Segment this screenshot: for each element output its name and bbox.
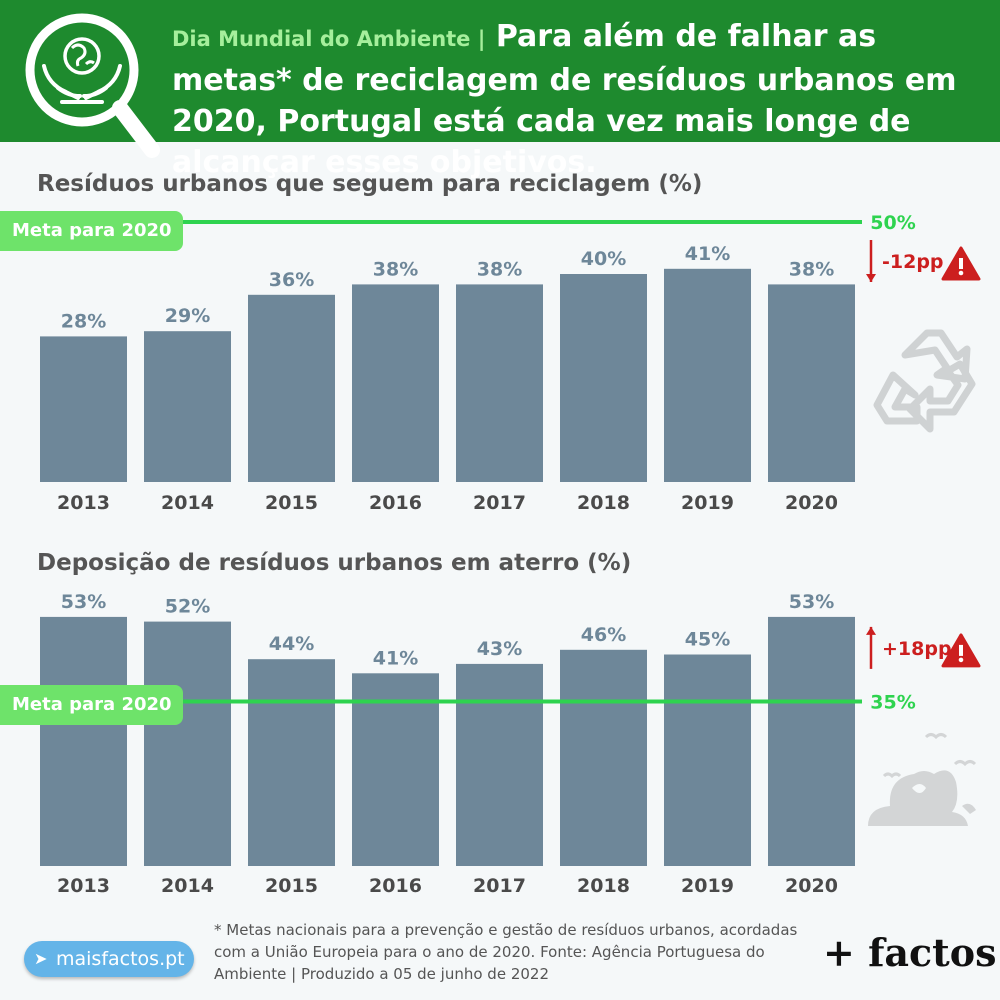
chart1-bar-2014 bbox=[144, 331, 231, 482]
chart2-value-label: 44% bbox=[269, 633, 314, 655]
chart2-bar-2017 bbox=[456, 663, 543, 866]
warning-exclamation-bar bbox=[959, 644, 963, 656]
header-headline: Para além de falhar as metas* de recicla… bbox=[172, 19, 957, 180]
chart1-category-label: 2019 bbox=[681, 492, 734, 514]
chart1-value-label: 36% bbox=[269, 269, 314, 291]
chart1-category-label: 2015 bbox=[265, 492, 318, 514]
landfill-icon bbox=[868, 733, 977, 826]
chart2-value-label: 45% bbox=[685, 629, 730, 651]
brand-logo: + factos bbox=[823, 930, 997, 975]
header: Dia Mundial do Ambiente | Para além de f… bbox=[0, 0, 1000, 180]
chart1-bar-2018 bbox=[560, 274, 647, 482]
chart1-value-label: 38% bbox=[477, 258, 522, 280]
chart2-category-label: 2014 bbox=[161, 875, 214, 897]
chart2-title: Deposição de resíduos urbanos em aterro … bbox=[37, 550, 632, 576]
chart1-value-label: 38% bbox=[373, 258, 418, 280]
chart2-bar-2019 bbox=[664, 654, 751, 866]
chart1-bar-2015 bbox=[248, 294, 335, 482]
chart2-category-label: 2017 bbox=[473, 875, 526, 897]
chart2-bar-2016 bbox=[352, 673, 439, 866]
chart2-bar-2014 bbox=[144, 621, 231, 866]
chart1-bar-2017 bbox=[456, 284, 543, 482]
chart2-bar-2018 bbox=[560, 649, 647, 866]
chart1-category-label: 2020 bbox=[785, 492, 838, 514]
chart1-gap-arrowhead bbox=[866, 274, 876, 282]
chart2-category-label: 2019 bbox=[681, 875, 734, 897]
chart2-value-label: 43% bbox=[477, 638, 522, 660]
chart1-value-label: 28% bbox=[61, 310, 106, 332]
warning-exclamation-dot bbox=[958, 270, 964, 276]
chart2-category-label: 2015 bbox=[265, 875, 318, 897]
warning-triangle-icon bbox=[941, 633, 981, 668]
chart2-bars: 53% 2013 52% 2014 44% 2015 41% 2016 43% 2017 46% 20… bbox=[40, 591, 981, 897]
footnote: * Metas nacionais para a prevenção e ges… bbox=[214, 921, 798, 983]
chart1-gap-label: -12pp bbox=[882, 251, 944, 273]
chart1-bar-2019 bbox=[664, 268, 751, 482]
chart1-value-label: 29% bbox=[165, 305, 210, 327]
chart2-value-label: 46% bbox=[581, 624, 626, 646]
warning-exclamation-bar bbox=[959, 258, 963, 269]
chart2-bar-2020 bbox=[768, 616, 855, 866]
chart2-value-label: 53% bbox=[61, 591, 106, 613]
chart2-bar-2013 bbox=[40, 616, 127, 866]
chart2-gap-label: +18pp bbox=[882, 638, 952, 660]
warning-triangle-icon bbox=[941, 246, 981, 281]
chart2-category-label: 2018 bbox=[577, 875, 630, 897]
chart2-bar-2015 bbox=[248, 659, 335, 866]
chart1-target-value: 50% bbox=[870, 212, 915, 234]
globe-in-hands-magnifier-icon bbox=[25, 13, 160, 158]
chart1-category-label: 2013 bbox=[57, 492, 110, 514]
chart1-category-label: 2016 bbox=[369, 492, 422, 514]
chart1-bar-2016 bbox=[352, 284, 439, 482]
chart1-category-label: 2014 bbox=[161, 492, 214, 514]
header-title: Dia Mundial do Ambiente | Para além de f… bbox=[172, 16, 987, 183]
chart2-target-value: 35% bbox=[870, 692, 915, 714]
site-link-label: maisfactos.pt bbox=[56, 948, 185, 970]
chart1-value-label: 41% bbox=[685, 243, 730, 265]
site-arrow-icon: ➤ bbox=[34, 949, 48, 968]
chart1-bar-2013 bbox=[40, 336, 127, 482]
chart1-target-label: Meta para 2020 bbox=[0, 211, 183, 251]
chart2-value-label: 41% bbox=[373, 647, 418, 669]
site-link[interactable]: ➤ maisfactos.pt bbox=[24, 941, 194, 977]
chart2-gap-arrowhead bbox=[866, 626, 876, 635]
chart1-value-label: 40% bbox=[581, 248, 626, 270]
chart2-category-label: 2013 bbox=[57, 875, 110, 897]
chart1-category-label: 2017 bbox=[473, 492, 526, 514]
recycle-icon bbox=[873, 329, 976, 433]
chart2-target-label: Meta para 2020 bbox=[0, 685, 183, 725]
chart2-value-label: 52% bbox=[165, 596, 210, 618]
chart1-category-label: 2018 bbox=[577, 492, 630, 514]
header-kicker: Dia Mundial do Ambiente | bbox=[172, 27, 486, 51]
chart2-category-label: 2020 bbox=[785, 875, 838, 897]
chart1-title: Resíduos urbanos que seguem para recicla… bbox=[37, 171, 703, 197]
chart2-category-label: 2016 bbox=[369, 875, 422, 897]
chart1-bar-2020 bbox=[768, 284, 855, 482]
chart1-value-label: 38% bbox=[789, 258, 834, 280]
chart1-bars: 28% 2013 29% 2014 36% 2015 38% 2016 38% 2017 40% 20… bbox=[40, 212, 981, 514]
warning-exclamation-dot bbox=[958, 657, 964, 663]
chart2-value-label: 53% bbox=[789, 591, 834, 613]
